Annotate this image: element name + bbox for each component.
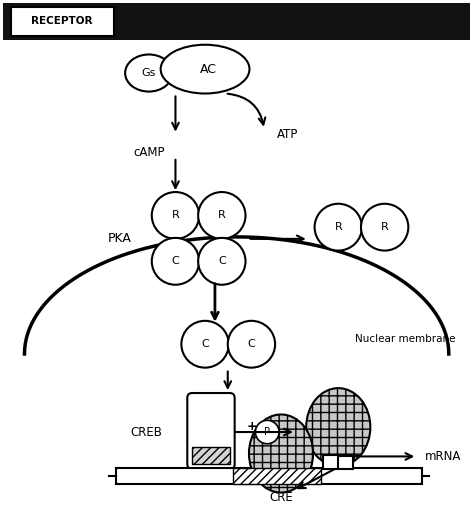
Bar xyxy=(11,7,114,36)
Text: AC: AC xyxy=(200,62,217,76)
Text: C: C xyxy=(247,339,255,349)
FancyBboxPatch shape xyxy=(187,393,235,469)
Bar xyxy=(3,3,471,40)
Text: +: + xyxy=(246,420,257,433)
Circle shape xyxy=(152,192,199,239)
Bar xyxy=(116,468,422,484)
Ellipse shape xyxy=(306,388,370,466)
Circle shape xyxy=(361,204,408,250)
Bar xyxy=(323,456,353,469)
Circle shape xyxy=(228,321,275,368)
Text: P: P xyxy=(264,427,270,437)
Text: ATP: ATP xyxy=(277,128,299,141)
Circle shape xyxy=(198,238,246,284)
Text: C: C xyxy=(172,257,179,266)
Circle shape xyxy=(152,238,199,284)
Text: C: C xyxy=(201,339,209,349)
Ellipse shape xyxy=(249,415,313,493)
Text: R: R xyxy=(172,210,179,220)
Circle shape xyxy=(198,192,246,239)
Circle shape xyxy=(182,321,229,368)
Text: R: R xyxy=(334,222,342,232)
Ellipse shape xyxy=(125,54,173,91)
Bar xyxy=(233,468,321,484)
Text: C: C xyxy=(218,257,226,266)
Text: RECEPTOR: RECEPTOR xyxy=(31,16,93,26)
Text: cAMP: cAMP xyxy=(133,146,164,159)
Ellipse shape xyxy=(161,45,249,93)
Text: R: R xyxy=(381,222,389,232)
Text: mRNA: mRNA xyxy=(425,450,462,463)
Text: PKA: PKA xyxy=(107,232,131,245)
Text: CREB: CREB xyxy=(131,426,163,438)
FancyArrowPatch shape xyxy=(228,94,265,124)
Circle shape xyxy=(255,420,279,444)
Circle shape xyxy=(315,204,362,250)
Text: R: R xyxy=(218,210,226,220)
Text: CRE: CRE xyxy=(269,491,293,503)
Text: Nuclear membrane: Nuclear membrane xyxy=(355,334,456,344)
Text: Gs: Gs xyxy=(142,68,156,78)
Bar xyxy=(192,447,230,464)
